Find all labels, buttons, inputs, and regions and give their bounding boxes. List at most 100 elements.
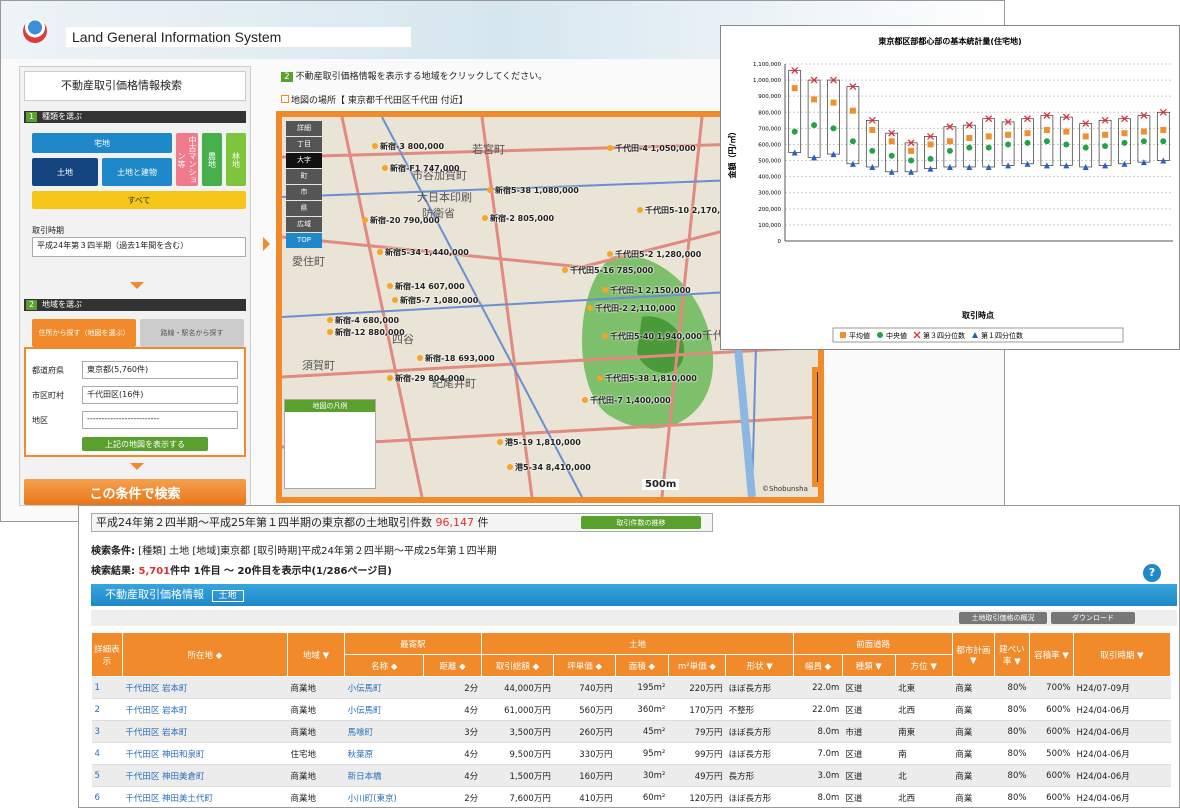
search-button[interactable]: この条件で検索 bbox=[24, 479, 246, 505]
map-label[interactable]: 千代田5-38 1,810,000 bbox=[597, 373, 697, 384]
column-header[interactable]: 建ぺい率 ▼ bbox=[993, 632, 1030, 677]
type-button[interactable]: 中古マンション等 bbox=[176, 133, 198, 186]
map-label[interactable]: 千代田5-40 1,940,000 bbox=[602, 331, 702, 342]
marker-square bbox=[811, 96, 818, 103]
link-cell[interactable]: 千代田区 神田美倉町 bbox=[122, 764, 288, 787]
column-header[interactable]: 最寄駅 bbox=[344, 632, 482, 655]
link-cell[interactable]: 千代田区 神田和泉町 bbox=[122, 742, 288, 765]
column-header[interactable]: 取引総額 ◆ bbox=[480, 654, 555, 677]
type-button[interactable]: すべて bbox=[32, 191, 246, 209]
map-label[interactable]: 新宿-29 804,000 bbox=[387, 373, 465, 384]
map-label[interactable]: 新宿-14 607,000 bbox=[387, 281, 465, 292]
overview-map[interactable] bbox=[812, 367, 818, 487]
zoom-button[interactable]: 丁目 bbox=[286, 137, 322, 152]
period-select[interactable]: 平成24年第３四半期（過去1年間を含む） bbox=[32, 237, 246, 257]
tab[interactable]: 住所から探す（地図を選ぶ） bbox=[32, 319, 136, 347]
link-cell[interactable]: 千代田区 神田美土代町 bbox=[122, 786, 288, 807]
zoom-button[interactable]: 町 bbox=[286, 169, 322, 184]
map[interactable]: 詳細 丁目 大字町市県広域 TOP 新宿-3 800,000 新宿-F1 747,000… bbox=[276, 111, 824, 503]
cell: H24/07-09月 bbox=[1073, 676, 1171, 699]
link-cell[interactable]: 新日本橋 bbox=[344, 764, 424, 787]
column-header[interactable]: 前面道路 bbox=[793, 632, 953, 655]
type-button[interactable]: 林地 bbox=[226, 133, 246, 186]
zoom-button[interactable]: 詳細 bbox=[286, 121, 322, 136]
zoom-button[interactable]: 県 bbox=[286, 201, 322, 216]
type-button[interactable]: 土地 bbox=[32, 158, 98, 186]
map-label[interactable]: 新宿-20 790,000 bbox=[362, 215, 440, 226]
cell: 北西 bbox=[895, 698, 953, 721]
map-label[interactable]: 千代田-4 1,050,000 bbox=[607, 143, 696, 154]
type-button[interactable]: 宅地 bbox=[32, 133, 172, 153]
column-header[interactable]: 面積 ◆ bbox=[614, 654, 669, 677]
show-map-button[interactable]: 上記の地図を表示する bbox=[82, 437, 208, 451]
column-header[interactable]: 種類 ▼ bbox=[841, 654, 896, 677]
link-cell[interactable]: 千代田区 岩本町 bbox=[122, 720, 288, 743]
cell: 1,500万円 bbox=[481, 764, 554, 787]
map-label[interactable]: 新宿5-7 1,080,000 bbox=[392, 295, 478, 306]
zoom-button[interactable]: 大字 bbox=[286, 153, 322, 168]
download-button[interactable]: ダウンロード bbox=[1051, 612, 1135, 624]
cell: 商業 bbox=[952, 786, 995, 807]
map-label[interactable]: 千代田5-16 785,000 bbox=[562, 265, 653, 276]
map-label[interactable]: 新宿-12 880,000 bbox=[327, 327, 405, 338]
help-icon[interactable]: ? bbox=[1143, 564, 1161, 582]
field-select[interactable]: 東京都(5,760件) bbox=[82, 361, 238, 379]
column-header[interactable]: 地域 ▼ bbox=[286, 632, 346, 677]
trend-button[interactable]: 取引件数の推移 bbox=[581, 516, 701, 529]
column-header[interactable]: 幅員 ◆ bbox=[793, 654, 843, 677]
column-header[interactable]: 形状 ▼ bbox=[725, 654, 795, 677]
link-cell[interactable]: 秋葉原 bbox=[344, 742, 424, 765]
link-cell[interactable]: 小川町(東京) bbox=[344, 786, 424, 807]
place-name: 四谷 bbox=[392, 333, 414, 346]
map-label[interactable]: 新宿-18 693,000 bbox=[417, 353, 495, 364]
link-cell[interactable]: 小伝馬町 bbox=[344, 698, 424, 721]
panel-tab[interactable]: 土地 bbox=[211, 590, 244, 602]
map-label[interactable]: 新宿-2 805,000 bbox=[482, 213, 554, 224]
column-header[interactable]: 取引時期 ▼ bbox=[1072, 632, 1172, 677]
map-label[interactable]: 新宿-4 680,000 bbox=[327, 315, 399, 326]
map-label[interactable]: 千代田-1 2,150,000 bbox=[602, 285, 691, 296]
map-label[interactable]: 新宿-F1 747,000 bbox=[382, 163, 460, 174]
column-header[interactable]: 方位 ▼ bbox=[894, 654, 953, 677]
link-cell[interactable]: 千代田区 岩本町 bbox=[122, 698, 288, 721]
cell: 区道 bbox=[842, 764, 896, 787]
arrow bbox=[130, 463, 144, 470]
zoom-button[interactable]: 市 bbox=[286, 185, 322, 200]
map-label[interactable]: 新宿5-38 1,080,000 bbox=[487, 185, 579, 196]
marker-cross bbox=[1082, 120, 1090, 127]
column-header[interactable]: 所在地 ◆ bbox=[121, 632, 288, 677]
column-header[interactable]: 都市計画 ▼ bbox=[951, 632, 995, 677]
map-label[interactable]: 新宿-3 800,000 bbox=[372, 141, 444, 152]
field-select[interactable]: 千代田区(16件) bbox=[82, 386, 238, 404]
column-header[interactable]: 土地 bbox=[480, 632, 795, 655]
link-cell[interactable]: 馬喰町 bbox=[344, 720, 424, 743]
map-label[interactable]: 千代田-7 1,400,000 bbox=[582, 395, 671, 406]
map-label[interactable]: 港5-34 8,410,000 bbox=[507, 462, 591, 473]
cell: 3 bbox=[91, 720, 123, 743]
cell: 7.0m bbox=[793, 742, 843, 765]
column-header[interactable]: 坪単価 ◆ bbox=[553, 654, 616, 677]
type-button[interactable]: 土地と建物 bbox=[102, 158, 172, 186]
tab[interactable]: 路線・駅名から探す bbox=[140, 319, 244, 347]
link-cell[interactable]: 小伝馬町 bbox=[344, 676, 424, 699]
column-header[interactable]: 距離 ◆ bbox=[423, 654, 482, 677]
column-header[interactable]: 容積率 ▼ bbox=[1028, 632, 1074, 677]
cell: 80% bbox=[994, 786, 1030, 807]
column-header[interactable]: 名称 ◆ bbox=[344, 654, 425, 677]
map-label[interactable]: 千代田5-10 2,170,000 bbox=[637, 205, 737, 216]
map-label[interactable]: 新宿5-34 1,440,000 bbox=[377, 247, 469, 258]
overview-button[interactable]: 土地取引価格の概況 bbox=[959, 612, 1047, 624]
cell: 600% bbox=[1029, 698, 1074, 721]
marker-circle bbox=[791, 128, 798, 135]
column-header[interactable]: m²単価 ◆ bbox=[667, 654, 727, 677]
link-cell[interactable]: 千代田区 岩本町 bbox=[122, 676, 288, 699]
zoom-button[interactable]: TOP bbox=[286, 233, 322, 248]
zoom-button[interactable]: 広域 bbox=[286, 217, 322, 232]
map-label[interactable]: 千代田5-2 1,280,000 bbox=[607, 249, 701, 260]
field-select[interactable]: ------------------------- bbox=[82, 411, 238, 429]
cell: 160万円 bbox=[553, 764, 616, 787]
map-label[interactable]: 千代田-2 2,110,000 bbox=[587, 303, 676, 314]
column-header[interactable]: 詳細表示 bbox=[91, 632, 123, 677]
type-button[interactable]: 農地 bbox=[202, 133, 222, 186]
map-label[interactable]: 港5-19 1,810,000 bbox=[497, 437, 581, 448]
